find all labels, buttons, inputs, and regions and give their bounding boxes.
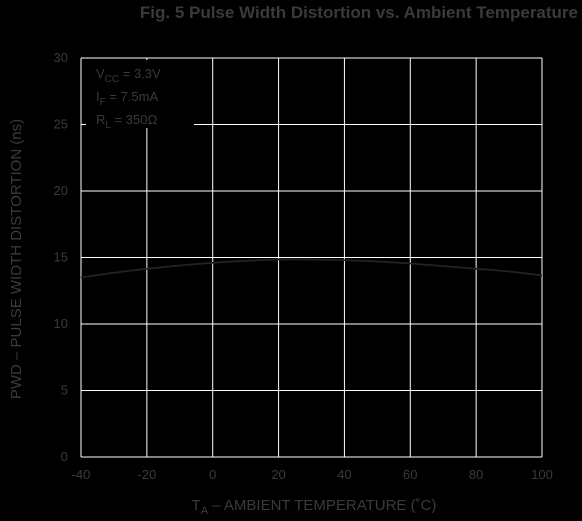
condition-rl-main: R [96, 112, 105, 127]
annotation-background [86, 60, 194, 128]
y-tick-label-1: 5 [61, 383, 68, 398]
condition-vcc-rest: = 3.3V [119, 66, 161, 81]
condition-if-rest: = 7.5mA [106, 89, 159, 104]
condition-vcc-sub: CC [105, 74, 119, 85]
y-tick-labels: 0 5 10 15 20 25 30 [54, 50, 68, 464]
y-tick-label-0: 0 [61, 449, 68, 464]
x-tick-label-7: 100 [531, 467, 553, 482]
condition-if-sub: F [100, 97, 106, 108]
chart-title: Fig. 5 Pulse Width Distortion vs. Ambien… [139, 3, 578, 22]
x-axis-label-rest: – AMBIENT TEMPERATURE (˚C) [208, 497, 436, 514]
y-tick-label-5: 25 [54, 117, 68, 132]
x-tick-label-4: 40 [337, 467, 351, 482]
condition-vcc-main: V [96, 66, 105, 81]
y-tick-label-4: 20 [54, 183, 68, 198]
grid [80, 57, 543, 458]
x-tick-label-3: 20 [271, 467, 285, 482]
x-tick-label-2: 0 [209, 467, 216, 482]
x-axis-label: TA – AMBIENT TEMPERATURE (˚C) [192, 497, 437, 517]
x-tick-label-5: 60 [403, 467, 417, 482]
curve-layer [80, 258, 543, 279]
condition-rl-rest: = 350Ω [111, 112, 158, 127]
condition-box [86, 60, 194, 128]
x-tick-labels: -40 -20 0 20 40 60 80 100 [72, 467, 553, 482]
y-tick-label-6: 30 [54, 50, 68, 65]
y-tick-label-2: 10 [54, 316, 68, 331]
condition-vcc: VCC = 3.3V [96, 66, 161, 85]
x-axis-label-main: T [192, 497, 201, 514]
x-axis-label-sub: A [201, 505, 209, 517]
condition-if: IF = 7.5mA [96, 89, 158, 108]
condition-rl-sub: L [105, 120, 111, 131]
pwd-curve [80, 258, 543, 279]
y-tick-label-3: 15 [54, 250, 68, 265]
condition-rl: RL = 350Ω [96, 112, 157, 131]
x-tick-label-6: 80 [469, 467, 483, 482]
condition-if-main: I [96, 89, 100, 104]
x-tick-label-1: -20 [137, 467, 156, 482]
x-tick-label-0: -40 [72, 467, 91, 482]
y-axis-label: PWD – PULSE WIDTH DISTORTION (ns) [8, 119, 25, 399]
